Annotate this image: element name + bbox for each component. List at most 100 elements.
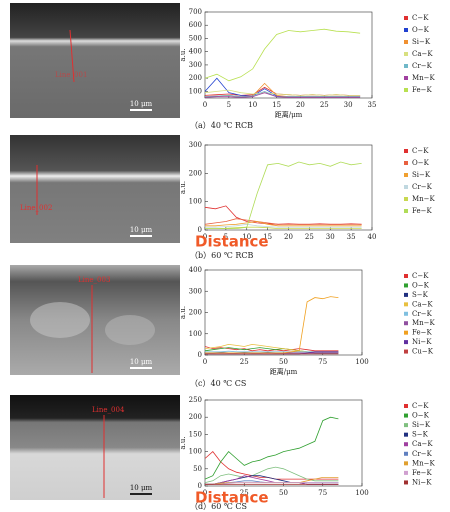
legend-label: C−K bbox=[412, 402, 429, 410]
legend-swatch bbox=[404, 432, 408, 437]
annotation: Distance bbox=[195, 233, 269, 251]
x-tick-label: 5 bbox=[227, 101, 231, 109]
x-tick-label: 100 bbox=[355, 358, 368, 366]
legend-label: C−K bbox=[412, 272, 429, 280]
legend-label: Si−K bbox=[412, 38, 431, 46]
x-tick-label: 25 bbox=[320, 101, 329, 109]
series-line bbox=[204, 89, 361, 96]
legend-swatch bbox=[404, 349, 408, 354]
x-tick-label: 50 bbox=[279, 358, 288, 366]
legend-label: C−K bbox=[412, 14, 429, 22]
y-tick-label: 700 bbox=[189, 8, 202, 16]
legend-swatch bbox=[404, 470, 408, 475]
x-tick-label: 100 bbox=[355, 489, 368, 497]
annotation: Distance bbox=[195, 489, 269, 507]
sem-image bbox=[10, 395, 180, 500]
y-tick-label: 400 bbox=[189, 48, 202, 56]
x-axis-label: 距离/μm bbox=[275, 110, 303, 119]
x-tick-label: 5 bbox=[224, 233, 228, 241]
legend-swatch bbox=[404, 149, 408, 153]
legend-swatch bbox=[404, 274, 408, 278]
legend-label: Fe−K bbox=[412, 207, 432, 215]
scale-label: 10 μm bbox=[130, 226, 153, 234]
legend-swatch bbox=[404, 330, 408, 335]
x-tick-label: 50 bbox=[279, 489, 288, 497]
legend-label: Mn−K bbox=[412, 319, 436, 327]
x-tick-label: 30 bbox=[344, 101, 353, 109]
series-line bbox=[204, 416, 339, 480]
series-line bbox=[204, 28, 361, 82]
legend-swatch bbox=[404, 161, 408, 165]
legend-label: Mn−K bbox=[412, 74, 436, 82]
y-tick-label: 600 bbox=[189, 21, 202, 29]
legend-swatch bbox=[404, 451, 408, 456]
series-line bbox=[205, 296, 339, 354]
x-tick-label: 0 bbox=[203, 358, 207, 366]
x-tick-label: 35 bbox=[347, 233, 356, 241]
sem-image bbox=[10, 3, 180, 118]
y-tick-label: 100 bbox=[189, 448, 202, 456]
line-label: Line_002 bbox=[20, 204, 52, 212]
legend-swatch bbox=[404, 480, 408, 485]
legend-swatch bbox=[404, 209, 408, 213]
legend-label: S−K bbox=[412, 291, 429, 299]
caption: （a）40 ℃ RCB bbox=[190, 121, 253, 130]
legend-swatch bbox=[404, 302, 408, 307]
scale-label: 10 μm bbox=[130, 358, 153, 366]
x-axis-label: 距离/μm bbox=[270, 367, 298, 376]
x-tick-label: 30 bbox=[326, 233, 335, 241]
series-line bbox=[204, 466, 339, 483]
legend-swatch bbox=[404, 292, 408, 297]
series-line bbox=[205, 226, 362, 230]
series-line bbox=[204, 346, 339, 352]
legend-swatch bbox=[404, 442, 408, 447]
x-tick-label: 0 bbox=[203, 233, 207, 241]
caption: （d）60 ℃ CS bbox=[190, 502, 247, 511]
legend-label: Mn−K bbox=[412, 459, 436, 467]
scale-label: 10 μm bbox=[130, 100, 153, 108]
y-tick-label: 0 bbox=[198, 482, 202, 490]
y-tick-label: 400 bbox=[189, 266, 202, 274]
legend-swatch bbox=[404, 40, 408, 44]
plot-frame bbox=[204, 144, 373, 231]
legend-label: Mn−K bbox=[412, 195, 436, 203]
legend-label: O−K bbox=[412, 412, 430, 420]
y-tick-label: 100 bbox=[189, 330, 202, 338]
x-tick-label: 10 bbox=[248, 101, 257, 109]
legend-label: Fe−K bbox=[412, 86, 432, 94]
legend-label: Cr−K bbox=[412, 450, 433, 458]
sem-image bbox=[10, 135, 180, 243]
y-tick-label: 200 bbox=[189, 413, 202, 421]
y-axis-label: a.u. bbox=[179, 48, 187, 61]
x-tick-label: 40 bbox=[368, 233, 377, 241]
series-line bbox=[205, 482, 339, 485]
legend-label: Fe−K bbox=[412, 329, 432, 337]
legend-label: Si−K bbox=[412, 421, 431, 429]
legend-swatch bbox=[404, 423, 408, 428]
y-tick-label: 100 bbox=[189, 198, 202, 206]
legend-label: Cr−K bbox=[412, 310, 433, 318]
line-label: Line_004 bbox=[92, 406, 125, 414]
y-tick-label: 300 bbox=[189, 141, 202, 149]
legend-swatch bbox=[404, 340, 408, 345]
legend-label: Ca−K bbox=[412, 440, 433, 448]
legend-label: O−K bbox=[412, 26, 430, 34]
y-tick-label: 300 bbox=[189, 61, 202, 69]
y-tick-label: 100 bbox=[189, 87, 202, 95]
plot-frame bbox=[204, 11, 373, 99]
y-axis-label: a.u. bbox=[179, 181, 187, 194]
x-tick-label: 0 bbox=[203, 101, 207, 109]
legend-swatch bbox=[404, 16, 408, 20]
legend-label: S−K bbox=[412, 431, 429, 439]
y-tick-label: 250 bbox=[189, 396, 202, 404]
caption: （b）60 ℃ RCB bbox=[190, 251, 253, 260]
line-label: Line_003 bbox=[78, 276, 110, 284]
legend-label: Ni−K bbox=[412, 338, 432, 346]
y-tick-label: 500 bbox=[189, 34, 202, 42]
plot-frame bbox=[204, 399, 363, 487]
y-axis-label: a.u. bbox=[179, 306, 187, 319]
legend-swatch bbox=[404, 283, 408, 288]
line-label: Line_001 bbox=[55, 71, 87, 79]
legend-swatch bbox=[404, 173, 408, 177]
